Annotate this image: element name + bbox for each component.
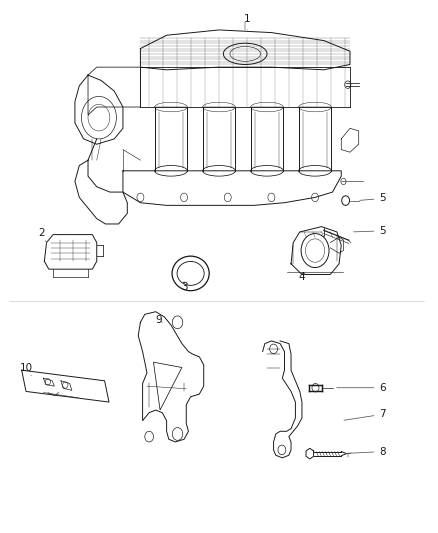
Text: 8: 8: [345, 447, 386, 456]
Text: 7: 7: [344, 409, 386, 420]
Text: 5: 5: [360, 193, 386, 204]
Text: 10: 10: [19, 362, 32, 375]
Text: 4: 4: [299, 272, 305, 282]
Text: 3: 3: [181, 281, 187, 292]
Text: 5: 5: [353, 226, 386, 236]
Text: 9: 9: [155, 314, 162, 325]
Text: 6: 6: [337, 383, 386, 393]
Text: 2: 2: [38, 228, 46, 243]
Text: 1: 1: [244, 14, 251, 30]
